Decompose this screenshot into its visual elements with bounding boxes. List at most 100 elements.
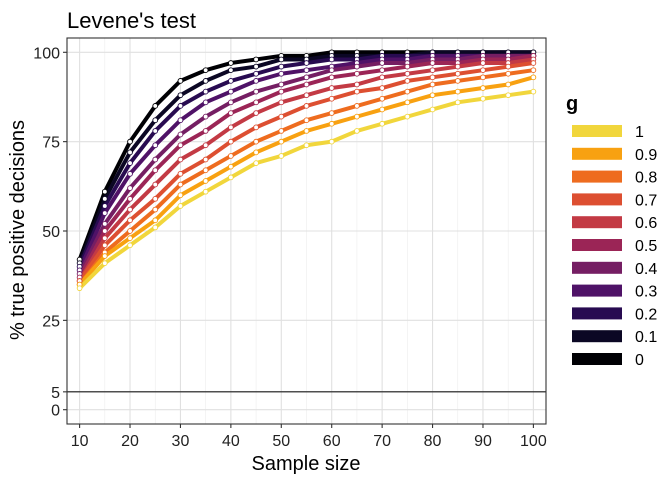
data-point-g-0.3 [278, 70, 285, 77]
data-point-g-1 [76, 285, 83, 292]
data-point-g-0.4 [228, 99, 234, 106]
legend-label-g-0.2: 0.2 [635, 306, 657, 323]
data-point-g-0.5 [379, 67, 385, 74]
data-point-g-0.7 [152, 195, 159, 202]
data-point-g-0.4 [379, 60, 385, 66]
data-point-g-1 [429, 106, 436, 113]
data-point-g-0.9 [354, 113, 360, 120]
data-point-g-0.8 [303, 117, 310, 124]
y-tick-label: 5 [51, 385, 60, 402]
data-point-g-0.2 [202, 88, 209, 95]
data-point-g-0.7 [480, 67, 486, 74]
data-point-g-0.9 [429, 92, 436, 99]
data-point-g-0.4 [354, 63, 360, 70]
legend-label-g-1: 1 [635, 124, 644, 141]
data-point-g-0.9 [454, 88, 461, 95]
data-point-g-0.3 [152, 142, 159, 149]
data-point-g-0.4 [101, 221, 108, 227]
legend-key-g-0 [572, 353, 622, 365]
x-tick-label: 30 [172, 433, 190, 450]
data-point-g-0.2 [278, 63, 285, 70]
data-point-g-0 [101, 188, 108, 195]
legend-title: g [566, 93, 578, 115]
data-point-g-0.7 [505, 63, 512, 70]
data-point-g-1 [303, 142, 310, 149]
data-point-g-1 [480, 95, 486, 102]
data-point-g-1 [228, 174, 234, 181]
data-point-g-0.6 [454, 63, 461, 70]
data-point-g-0.5 [127, 195, 133, 202]
data-point-g-0.5 [354, 70, 360, 77]
x-tick-label: 70 [373, 433, 391, 450]
data-point-g-0.6 [379, 74, 385, 81]
data-point-g-0.3 [303, 67, 310, 74]
chart-title: Levene's test [67, 8, 196, 33]
data-point-g-0.9 [253, 149, 259, 156]
data-point-g-0.9 [404, 99, 411, 106]
data-point-g-0 [228, 60, 234, 66]
data-point-g-0.8 [253, 138, 259, 145]
data-point-g-0.2 [127, 160, 133, 166]
data-point-g-0.2 [253, 70, 259, 77]
data-point-g-0.6 [303, 92, 310, 99]
legend-label-g-0.9: 0.9 [635, 147, 657, 164]
data-point-g-0.9 [530, 74, 537, 81]
legend-label-g-0.6: 0.6 [635, 215, 657, 232]
data-point-g-0.8 [152, 206, 159, 213]
data-point-g-0.5 [429, 60, 436, 66]
data-point-g-0 [253, 56, 259, 63]
data-point-g-0.9 [328, 120, 335, 127]
data-point-g-0.9 [278, 138, 285, 145]
data-point-g-0.9 [303, 128, 310, 134]
data-point-g-0.7 [278, 113, 285, 120]
data-point-g-0.4 [328, 67, 335, 74]
y-axis-label: % true positive decisions [7, 120, 29, 340]
data-point-g-0.3 [202, 99, 209, 106]
legend-label-g-0.3: 0.3 [635, 284, 657, 301]
data-point-g-0.6 [101, 235, 108, 241]
data-point-g-0.8 [530, 67, 537, 74]
data-point-g-0.9 [152, 217, 159, 224]
data-point-g-0.6 [404, 70, 411, 77]
data-point-g-0.9 [202, 178, 209, 184]
data-point-g-0.3 [127, 170, 133, 177]
x-tick-label: 80 [424, 433, 442, 450]
data-point-g-0.7 [253, 124, 259, 131]
legend-label-g-0.8: 0.8 [635, 170, 657, 187]
data-point-g-0.2 [303, 60, 310, 66]
data-point-g-0.7 [177, 170, 184, 177]
data-point-g-0.6 [278, 99, 285, 106]
legend-key-g-1 [572, 125, 622, 137]
data-point-g-0.8 [480, 74, 486, 81]
data-point-g-0.7 [379, 85, 385, 91]
data-point-g-0.7 [127, 217, 133, 224]
data-point-g-0.8 [404, 88, 411, 95]
data-point-g-0.8 [127, 228, 133, 234]
data-point-g-0.3 [101, 210, 108, 216]
data-point-g-0.3 [177, 117, 184, 124]
data-point-g-0.1 [253, 63, 259, 70]
data-point-g-0 [152, 103, 159, 109]
legend-label-g-0.5: 0.5 [635, 238, 657, 255]
data-point-g-0.7 [454, 70, 461, 77]
x-tick-label: 100 [520, 433, 547, 450]
data-point-g-0.9 [480, 85, 486, 91]
data-point-g-1 [454, 99, 461, 106]
data-point-g-1 [202, 188, 209, 195]
data-point-g-0.1 [152, 117, 159, 124]
data-point-g-1 [328, 138, 335, 145]
x-tick-label: 20 [121, 433, 139, 450]
data-point-g-0.6 [202, 142, 209, 149]
data-point-g-0.8 [429, 81, 436, 88]
data-point-g-0.4 [127, 185, 133, 191]
data-point-g-0.1 [127, 149, 133, 156]
data-point-g-0.8 [177, 181, 184, 188]
data-point-g-0.4 [202, 113, 209, 120]
legend-key-g-0.6 [572, 216, 622, 229]
data-point-g-0.1 [101, 195, 108, 202]
legend-label-g-0.1: 0.1 [635, 329, 657, 346]
legend-key-g-0.5 [572, 239, 622, 251]
data-point-g-1 [505, 92, 512, 99]
data-point-g-0.5 [202, 128, 209, 134]
data-point-g-0.5 [152, 167, 159, 174]
